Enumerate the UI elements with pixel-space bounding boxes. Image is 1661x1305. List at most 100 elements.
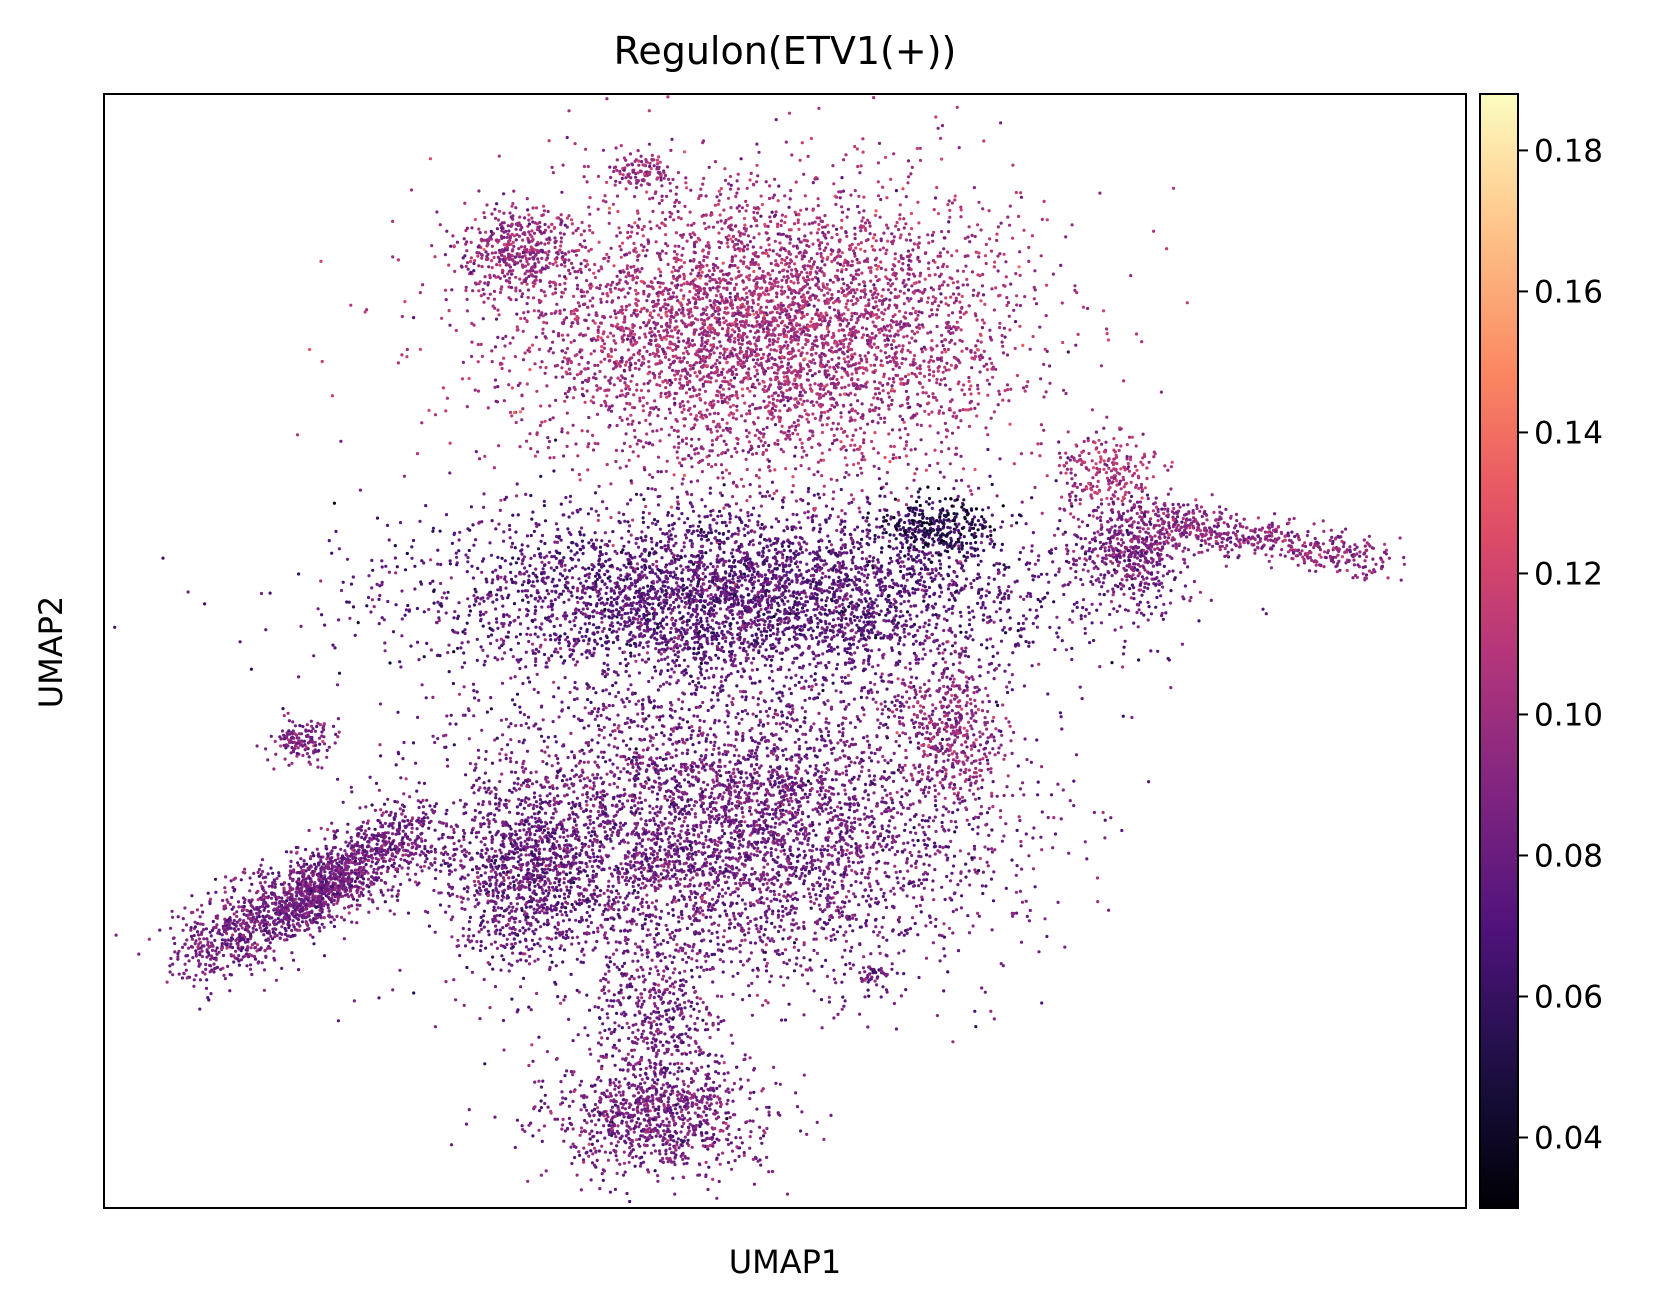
scatter-point-upper-main	[844, 153, 848, 157]
scatter-point-upper-main	[904, 357, 908, 361]
scatter-point-upper-main	[717, 312, 721, 316]
scatter-point-upper-main	[893, 264, 897, 268]
scatter-point-upper-main	[745, 356, 749, 360]
scatter-point-upper-main	[992, 265, 996, 269]
scatter-point-upper-main	[730, 255, 735, 259]
scatter-point-upper-main	[869, 313, 873, 317]
scatter-point-upper-main	[898, 213, 902, 217]
scatter-point-upper-main	[969, 489, 973, 493]
scatter-point-upper-left-lobe	[551, 262, 555, 266]
scatter-point-upper-main	[733, 263, 737, 268]
scatter-point-upper-main	[816, 197, 820, 201]
scatter-point-upper-main	[631, 336, 635, 340]
scatter-point-upper-main	[659, 324, 664, 329]
scatter-point-upper-main	[678, 301, 682, 305]
scatter-point-upper-main	[580, 387, 585, 391]
scatter-point-upper-main	[609, 515, 613, 520]
scatter-point-upper-left-lobe	[527, 222, 532, 226]
scatter-point-upper-main	[595, 412, 600, 416]
scatter-point-upper-main	[741, 337, 745, 341]
scatter-point-upper-main	[551, 340, 555, 344]
scatter-point-upper-main	[626, 236, 630, 240]
scatter-point-upper-main	[670, 314, 674, 318]
scatter-point-upper-main	[767, 243, 771, 247]
scatter-point-upper-main	[816, 285, 820, 289]
scatter-point-upper-main	[700, 214, 704, 218]
scatter-point-upper-main	[996, 269, 1000, 273]
scatter-point-upper-main	[765, 330, 769, 334]
scatter-point-upper-main	[782, 275, 786, 279]
scatter-point-upper-left-lobe	[511, 201, 515, 206]
scatter-point-upper-main	[947, 220, 951, 224]
scatter-point-upper-main	[1001, 344, 1005, 348]
scatter-point-upper-main	[504, 334, 508, 338]
scatter-point-upper-main	[844, 470, 848, 475]
scatter-point-upper-main	[647, 142, 652, 146]
scatter-point-upper-main	[828, 319, 832, 324]
scatter-point-upper-main	[770, 210, 774, 214]
scatter-point-upper-main	[739, 306, 743, 310]
scatter-point-upper-main	[729, 301, 733, 306]
scatter-point-upper-main	[679, 283, 684, 287]
scatter-point-upper-main	[777, 365, 781, 369]
scatter-point-upper-main	[682, 294, 686, 298]
scatter-point-upper-main	[1051, 272, 1055, 276]
scatter-point-upper-main	[954, 416, 958, 420]
scatter-point-upper-main	[790, 289, 794, 293]
scatter-point-upper-main	[856, 318, 860, 322]
scatter-point-upper-main	[792, 222, 797, 226]
scatter-point-upper-main	[631, 450, 635, 454]
scatter-point-upper-main	[770, 394, 774, 398]
scatter-point-upper-main	[778, 312, 782, 316]
scatter-point-upper-main	[849, 391, 853, 395]
scatter-point-upper-main	[866, 342, 870, 346]
scatter-point-upper-main	[624, 432, 628, 436]
scatter-point-upper-main	[807, 259, 812, 263]
scatter-point-upper-main	[729, 368, 733, 372]
scatter-point-upper-main	[678, 274, 682, 279]
scatter-point-upper-main	[602, 346, 607, 350]
scatter-point-upper-main	[758, 286, 762, 290]
scatter-point-upper-main	[648, 422, 652, 426]
scatter-point-upper-main	[732, 288, 737, 292]
scatter-point-upper-main	[735, 450, 739, 454]
scatter-point-upper-main	[685, 341, 689, 345]
scatter-point-upper-main	[840, 339, 844, 343]
scatter-point-upper-main	[920, 323, 924, 327]
scatter-point-upper-main	[596, 518, 600, 523]
scatter-point-upper-main	[896, 329, 900, 333]
scatter-point-upper-main	[939, 136, 943, 140]
scatter-point-upper-main	[678, 461, 682, 465]
scatter-point-upper-main	[916, 402, 920, 407]
scatter-point-upper-main	[531, 296, 536, 300]
scatter-point-upper-main	[699, 327, 703, 331]
scatter-point-upper-main	[765, 448, 769, 452]
scatter-point-upper-main	[832, 386, 837, 390]
scatter-point-upper-main	[936, 369, 940, 373]
scatter-point-upper-main	[693, 277, 697, 281]
scatter-point-upper-main	[809, 267, 813, 271]
scatter-point-upper-main	[775, 489, 779, 493]
scatter-point-upper-main	[674, 319, 678, 323]
scatter-point-upper-main	[864, 239, 869, 243]
scatter-point-upper-main	[727, 387, 731, 391]
scatter-point-upper-main	[615, 423, 619, 428]
scatter-point-upper-main	[665, 194, 669, 198]
scatter-point-upper-main	[917, 259, 922, 264]
scatter-point-upper-main	[866, 218, 870, 222]
scatter-point-upper-main	[615, 395, 619, 399]
scatter-point-upper-main	[735, 404, 739, 408]
scatter-point-upper-main	[904, 443, 909, 447]
scatter-point-upper-main	[605, 462, 609, 467]
scatter-point-upper-main	[727, 234, 731, 238]
scatter-point-upper-main	[543, 371, 547, 375]
scatter-point-upper-main	[770, 356, 774, 360]
scatter-point-upper-main	[943, 338, 947, 342]
scatter-point-upper-main	[719, 344, 723, 348]
scatter-point-upper-main	[627, 303, 632, 307]
scatter-point-upper-main	[885, 248, 889, 252]
scatter-point-upper-main	[611, 299, 615, 303]
scatter-point-upper-main	[835, 232, 839, 237]
scatter-point-upper-main	[767, 465, 771, 469]
scatter-point-upper-main	[937, 287, 941, 291]
